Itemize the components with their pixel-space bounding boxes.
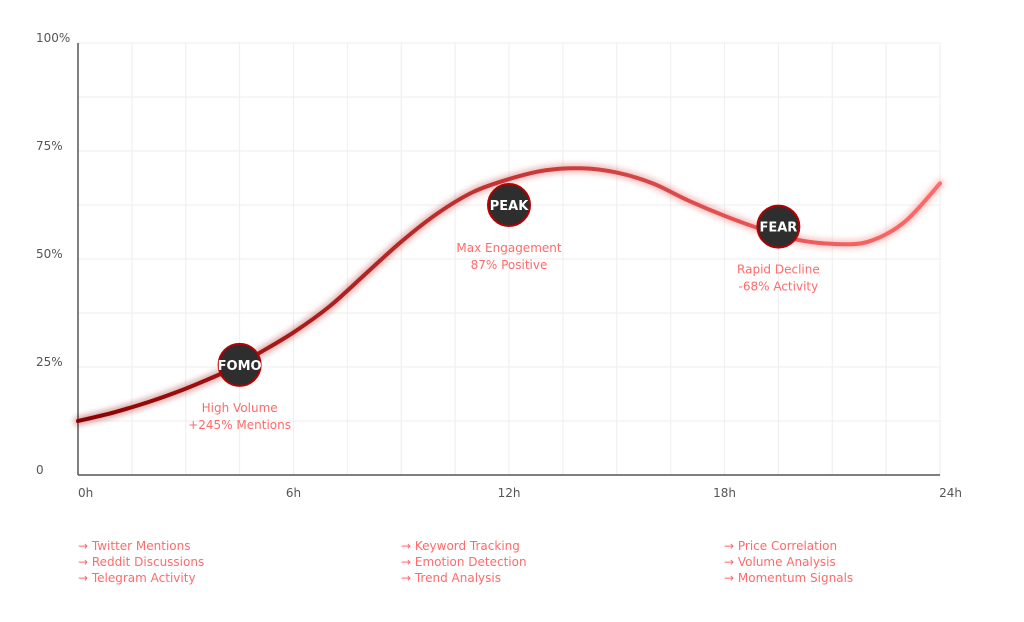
marker-annotation: -68% Activity xyxy=(739,280,819,294)
marker-circle xyxy=(756,204,801,249)
feature-column-sources: → Twitter Mentions → Reddit Discussions … xyxy=(78,538,204,586)
x-tick-label: 12h xyxy=(498,486,521,500)
x-tick-label: 24h xyxy=(939,486,962,500)
marker-label: PEAK xyxy=(490,199,529,214)
marker-fomo: FOMO High Volume +245% Mentions xyxy=(188,342,291,432)
marker-annotation: +245% Mentions xyxy=(188,418,291,432)
marker-circle xyxy=(217,342,262,387)
marker-annotation: Max Engagement xyxy=(456,241,561,255)
marker-peak: PEAK Max Engagement 87% Positive xyxy=(456,183,562,272)
y-tick-label: 100% xyxy=(36,31,70,45)
x-tick-label: 0h xyxy=(78,486,93,500)
feature-item: → Price Correlation xyxy=(724,539,838,553)
y-tick-label: 50% xyxy=(36,247,63,261)
feature-item: → Twitter Mentions xyxy=(78,539,191,553)
marker-annotation: 87% Positive xyxy=(471,258,548,272)
feature-item: → Emotion Detection xyxy=(401,555,527,569)
marker-fear: FEAR Rapid Decline -68% Activity xyxy=(737,204,820,294)
x-tick-label: 6h xyxy=(286,486,301,500)
marker-label: FOMO xyxy=(218,359,262,374)
feature-item: → Trend Analysis xyxy=(401,571,501,585)
feature-column-analysis: → Keyword Tracking → Emotion Detection →… xyxy=(401,538,527,586)
tick-labels: 0h 6h 12h 18h 24h 0 25% 50% 75% 100% xyxy=(36,31,962,500)
feature-item: → Volume Analysis xyxy=(724,555,836,569)
x-tick-label: 18h xyxy=(713,486,736,500)
feature-item: → Keyword Tracking xyxy=(401,539,520,553)
y-tick-label: 75% xyxy=(36,139,63,153)
marker-circle xyxy=(487,183,531,227)
grid xyxy=(78,42,941,475)
y-tick-label: 25% xyxy=(36,355,63,369)
markers: FOMO High Volume +245% Mentions PEAK Max Eng… xyxy=(188,183,820,432)
feature-item: → Telegram Activity xyxy=(78,571,196,585)
marker-annotation: Rapid Decline xyxy=(737,263,820,277)
feature-item: → Reddit Discussions xyxy=(78,555,205,569)
axes xyxy=(77,43,940,476)
marker-label: FEAR xyxy=(759,221,797,236)
y-tick-label: 0 xyxy=(36,463,44,477)
feature-column-signals: → Price Correlation → Volume Analysis → … xyxy=(724,538,853,586)
feature-item: → Momentum Signals xyxy=(724,571,854,585)
marker-annotation: High Volume xyxy=(202,401,278,415)
